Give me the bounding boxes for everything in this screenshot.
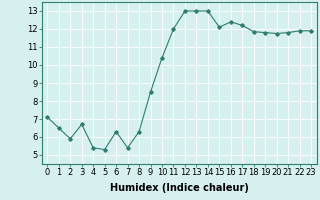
X-axis label: Humidex (Indice chaleur): Humidex (Indice chaleur): [110, 183, 249, 193]
